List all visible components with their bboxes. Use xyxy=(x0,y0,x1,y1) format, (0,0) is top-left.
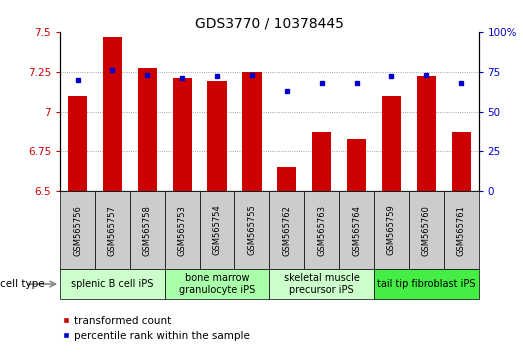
Title: GDS3770 / 10378445: GDS3770 / 10378445 xyxy=(195,17,344,31)
Bar xyxy=(304,191,339,269)
Text: skeletal muscle
precursor iPS: skeletal muscle precursor iPS xyxy=(283,273,360,295)
Text: GSM565753: GSM565753 xyxy=(178,205,187,256)
Bar xyxy=(374,191,409,269)
Text: GSM565764: GSM565764 xyxy=(352,205,361,256)
Bar xyxy=(165,269,269,299)
Bar xyxy=(374,269,479,299)
Bar xyxy=(277,167,297,191)
Bar xyxy=(451,132,471,191)
Bar xyxy=(103,37,122,191)
Bar xyxy=(417,76,436,191)
Bar xyxy=(444,191,479,269)
Bar xyxy=(347,138,366,191)
Text: GSM565757: GSM565757 xyxy=(108,205,117,256)
Text: tail tip fibroblast iPS: tail tip fibroblast iPS xyxy=(377,279,475,289)
Bar xyxy=(382,96,401,191)
Bar xyxy=(234,191,269,269)
Bar xyxy=(208,81,226,191)
Bar xyxy=(312,132,331,191)
Text: GSM565761: GSM565761 xyxy=(457,205,465,256)
Text: cell type: cell type xyxy=(0,279,44,289)
Text: GSM565754: GSM565754 xyxy=(212,205,222,256)
Bar xyxy=(269,269,374,299)
Bar xyxy=(60,269,165,299)
Bar xyxy=(409,191,444,269)
Text: GSM565758: GSM565758 xyxy=(143,205,152,256)
Legend: transformed count, percentile rank within the sample: transformed count, percentile rank withi… xyxy=(58,312,254,345)
Bar xyxy=(95,191,130,269)
Text: GSM565763: GSM565763 xyxy=(317,205,326,256)
Bar xyxy=(138,69,157,191)
Text: GSM565762: GSM565762 xyxy=(282,205,291,256)
Bar xyxy=(130,191,165,269)
Bar xyxy=(173,78,192,191)
Bar xyxy=(339,191,374,269)
Bar xyxy=(68,96,87,191)
Text: GSM565759: GSM565759 xyxy=(387,205,396,256)
Bar xyxy=(165,191,200,269)
Bar xyxy=(269,191,304,269)
Text: bone marrow
granulocyte iPS: bone marrow granulocyte iPS xyxy=(179,273,255,295)
Text: GSM565756: GSM565756 xyxy=(73,205,82,256)
Bar xyxy=(242,72,262,191)
Text: GSM565760: GSM565760 xyxy=(422,205,431,256)
Bar xyxy=(60,191,95,269)
Text: GSM565755: GSM565755 xyxy=(247,205,256,256)
Text: splenic B cell iPS: splenic B cell iPS xyxy=(71,279,154,289)
Bar xyxy=(200,191,234,269)
